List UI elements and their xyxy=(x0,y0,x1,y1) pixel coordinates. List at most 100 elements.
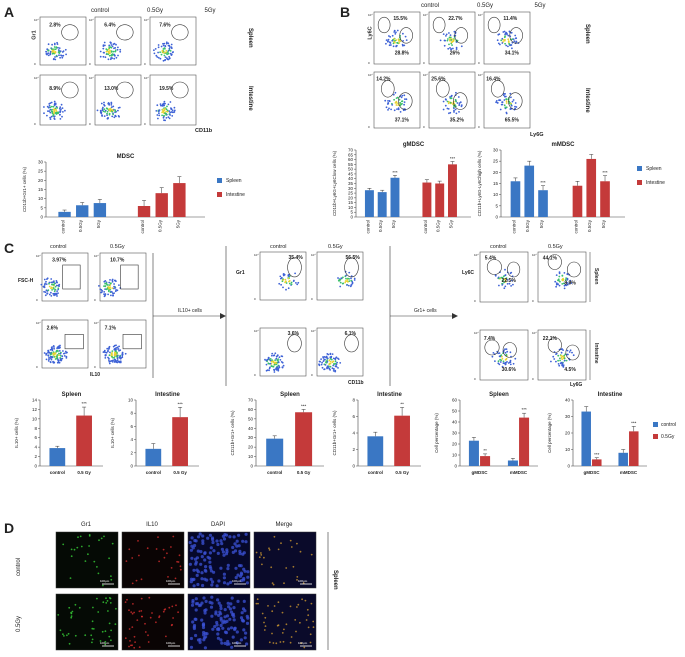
flow-gate xyxy=(344,257,359,278)
flow-event-dot xyxy=(498,363,501,366)
flow-event-dot xyxy=(165,108,168,111)
flow-event-dot xyxy=(509,361,512,364)
flow-event-dot xyxy=(99,55,102,58)
significance-mark: *** xyxy=(81,401,87,406)
flow-gate xyxy=(547,337,562,353)
flow-event-dot xyxy=(105,288,108,291)
flow-event-dot xyxy=(53,112,55,115)
cell-signal xyxy=(297,603,300,606)
flow-event-dot xyxy=(106,114,108,117)
flow-gate xyxy=(453,92,468,110)
cell-signal xyxy=(306,608,309,611)
flow-tick-label: 0 xyxy=(478,125,480,129)
flow-event-dot xyxy=(268,369,270,372)
flow-event-dot xyxy=(399,101,401,104)
flow-event-dot xyxy=(169,114,172,116)
cell-signal xyxy=(194,633,198,638)
cell-signal xyxy=(108,635,111,638)
cell-signal xyxy=(188,540,192,545)
c-header-05gy-3: 0.5Gy xyxy=(548,244,563,250)
flow-event-dot xyxy=(564,279,567,281)
flow-event-dot xyxy=(563,357,566,360)
flow-event-dot xyxy=(61,55,63,57)
flow-event-dot xyxy=(154,48,157,50)
cell-signal xyxy=(105,597,107,600)
flow-event-dot xyxy=(56,356,58,358)
flow-event-dot xyxy=(113,285,115,288)
cell-signal xyxy=(70,612,73,615)
cell-signal xyxy=(277,548,280,551)
flow-event-dot xyxy=(112,294,114,297)
flow-event-dot xyxy=(103,293,105,295)
c-header-control-3: control xyxy=(490,244,507,250)
flow-event-dot xyxy=(166,51,169,53)
flow-event-dot xyxy=(350,284,353,286)
flow-event-dot xyxy=(102,47,105,50)
cell-signal xyxy=(195,573,199,577)
cell-signal xyxy=(91,641,93,644)
flow-event-dot xyxy=(391,34,394,37)
flow-event-dot xyxy=(109,351,111,354)
legend-label: Intestine xyxy=(226,192,245,198)
flow-event-dot xyxy=(103,108,106,111)
flow-event-dot xyxy=(455,112,458,115)
flow-event-dot xyxy=(46,53,48,56)
flow-event-dot xyxy=(500,103,503,106)
flow-event-dot xyxy=(159,57,162,60)
legend-swatch xyxy=(217,192,222,197)
flow-event-dot xyxy=(280,283,282,286)
flow-event-dot xyxy=(504,348,506,351)
flow-event-dot xyxy=(393,98,395,101)
flow-event-dot xyxy=(171,51,174,54)
flow-event-dot xyxy=(168,49,171,51)
chart-title: Spleen xyxy=(489,392,509,398)
x-tick-label: 0.5Gy xyxy=(78,219,83,232)
flow-event-dot xyxy=(56,295,58,297)
flow-event-dot xyxy=(166,105,168,108)
flow-event-dot xyxy=(504,42,506,45)
flow-event-dot xyxy=(442,33,445,35)
flow-event-dot xyxy=(113,357,116,359)
flow-event-dot xyxy=(349,285,352,288)
flow-gate xyxy=(507,261,521,278)
flow-event-dot xyxy=(569,279,572,282)
flow-event-dot xyxy=(563,359,566,362)
flow-event-dot xyxy=(118,361,121,364)
cell-signal xyxy=(203,551,207,555)
cell-signal xyxy=(217,613,221,617)
flow-tick-label: 10⁴ xyxy=(94,254,99,258)
flow-event-dot xyxy=(51,108,53,111)
header-b-control: control xyxy=(420,3,439,9)
y-tick-label: 15 xyxy=(493,181,499,186)
flow-event-dot xyxy=(118,284,120,286)
flow-event-dot xyxy=(509,351,512,354)
flow-event-dot xyxy=(107,356,109,359)
flow-event-dot xyxy=(339,362,342,364)
flow-event-dot xyxy=(50,355,53,358)
flow-event-dot xyxy=(168,47,171,50)
header-b-5gy: 5Gy xyxy=(534,3,546,9)
flow-event-dot xyxy=(104,285,107,287)
cell-signal xyxy=(170,567,173,569)
scale-bar-label: 100μm xyxy=(166,579,176,583)
x-tick-label: control xyxy=(61,220,66,234)
cell-signal xyxy=(201,623,206,627)
flow-gate-value: 3.6% xyxy=(288,331,300,337)
flow-tick-label: 10⁴ xyxy=(368,13,373,17)
flow-event-dot xyxy=(571,351,573,354)
cell-signal xyxy=(272,583,275,586)
bar xyxy=(435,183,445,217)
flow-event-dot xyxy=(167,103,170,106)
cell-signal xyxy=(223,630,228,634)
flow-event-dot xyxy=(114,287,117,289)
bar xyxy=(377,192,387,217)
y-axis-label: CD11b+Gr1+ cells (%) xyxy=(230,410,235,455)
flow-event-dot xyxy=(505,348,508,350)
c-header-control: control xyxy=(50,244,67,250)
flow-event-dot xyxy=(569,349,572,352)
flow-gate xyxy=(486,259,502,275)
flow-event-dot xyxy=(496,102,499,104)
flow-event-dot xyxy=(560,354,562,357)
cell-signal xyxy=(88,545,90,547)
c-fsc-label: FSC-H xyxy=(18,278,34,284)
